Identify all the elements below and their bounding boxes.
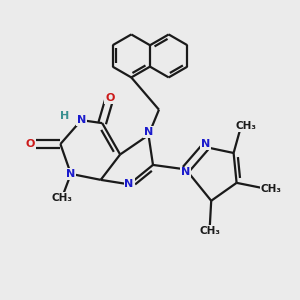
Text: CH₃: CH₃ [51, 193, 72, 203]
Text: O: O [26, 139, 35, 149]
Text: N: N [66, 169, 76, 179]
Text: CH₃: CH₃ [260, 184, 281, 194]
Text: H: H [60, 111, 70, 121]
Text: CH₃: CH₃ [235, 121, 256, 131]
Text: N: N [181, 167, 190, 177]
Text: N: N [124, 179, 134, 189]
Text: O: O [105, 93, 114, 103]
Text: CH₃: CH₃ [199, 226, 220, 236]
Text: N: N [144, 127, 153, 137]
Text: N: N [201, 139, 210, 149]
Text: N: N [77, 115, 86, 125]
